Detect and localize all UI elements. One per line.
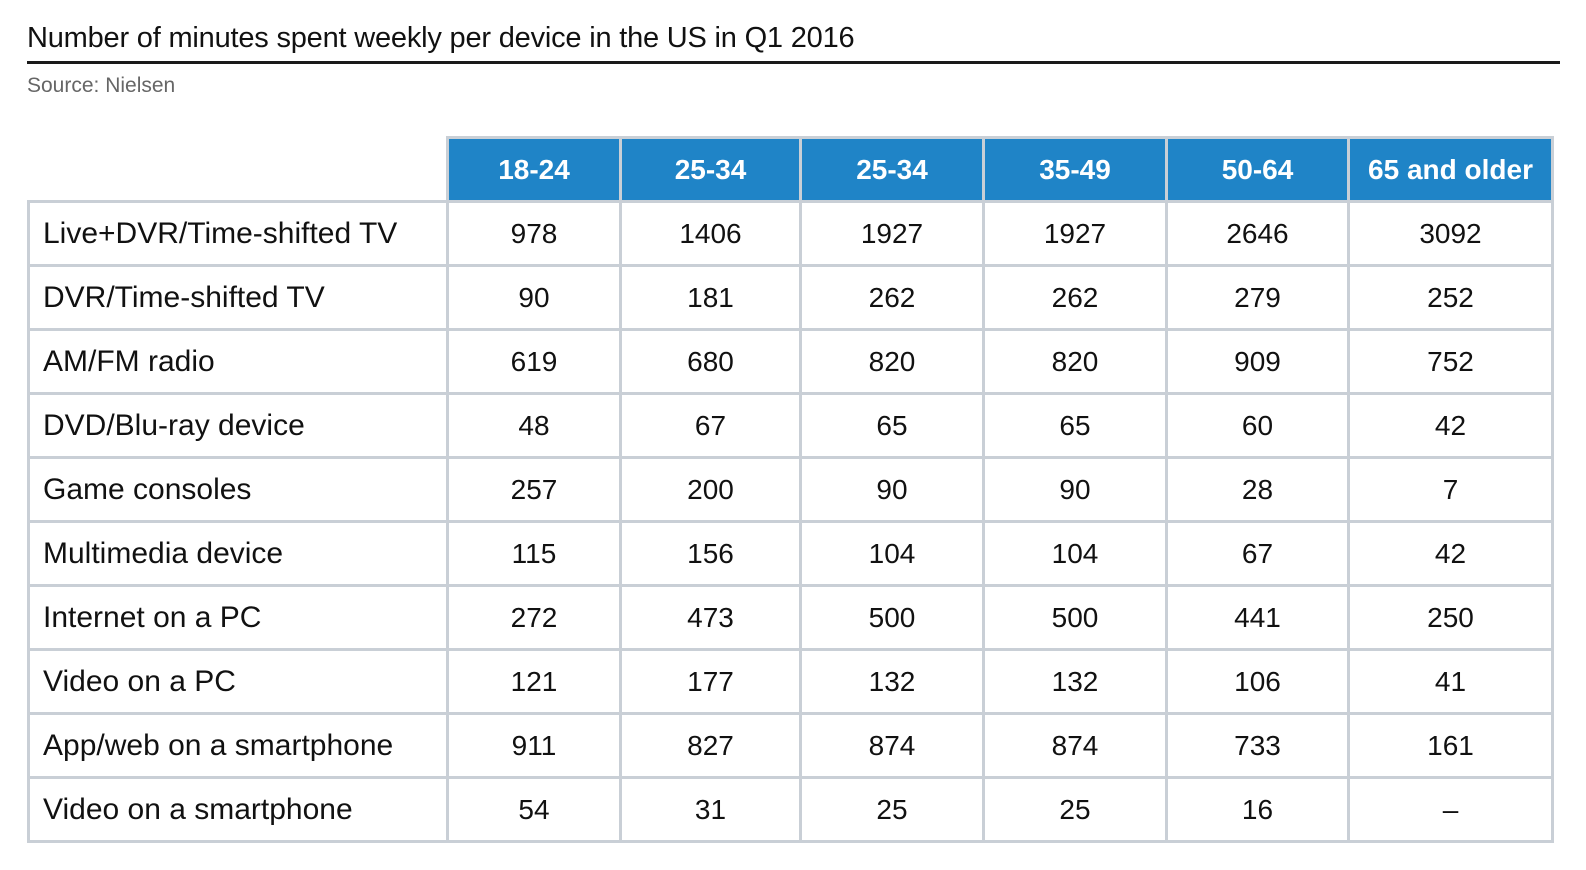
table-cell: 60 <box>1165 392 1350 459</box>
table-cell: 752 <box>1347 328 1554 395</box>
row-label: Video on a PC <box>27 648 449 715</box>
table-cell: 250 <box>1347 584 1554 651</box>
column-header: 50-64 <box>1165 136 1350 203</box>
table-cell: 2646 <box>1165 200 1350 267</box>
table-cell: 121 <box>446 648 622 715</box>
row-label: Internet on a PC <box>27 584 449 651</box>
row-label: Live+DVR/Time-shifted TV <box>27 200 449 267</box>
header-row: 18-24 25-34 25-34 35-49 50-64 65 and old… <box>29 136 1554 203</box>
table-cell: 177 <box>619 648 802 715</box>
table-cell: 262 <box>982 264 1168 331</box>
table-cell: 874 <box>799 712 985 779</box>
table-cell: 54 <box>446 776 622 843</box>
table-cell: 90 <box>982 456 1168 523</box>
table-body: Live+DVR/Time-shifted TV 978 1406 1927 1927 2… <box>27 200 1554 843</box>
column-header: 65 and older <box>1347 136 1554 203</box>
table-cell: 115 <box>446 520 622 587</box>
table-cell: 500 <box>799 584 985 651</box>
table-cell: 156 <box>619 520 802 587</box>
table-cell: 909 <box>1165 328 1350 395</box>
table-cell: 441 <box>1165 584 1350 651</box>
table-cell: 65 <box>982 392 1168 459</box>
table-row: Multimedia device 115 156 104 104 67 42 <box>27 520 1554 587</box>
table-cell: 31 <box>619 776 802 843</box>
table-cell: 104 <box>982 520 1168 587</box>
table-cell: 132 <box>799 648 985 715</box>
row-label: DVD/Blu-ray device <box>27 392 449 459</box>
table-row: Game consoles 257 200 90 90 28 7 <box>27 456 1554 523</box>
column-header: 18-24 <box>446 136 622 203</box>
table-cell: 7 <box>1347 456 1554 523</box>
table-cell: 978 <box>446 200 622 267</box>
row-label: App/web on a smartphone <box>27 712 449 779</box>
column-header: 35-49 <box>982 136 1168 203</box>
table-row: Video on a PC 121 177 132 132 106 41 <box>27 648 1554 715</box>
table-row: App/web on a smartphone 911 827 874 874 733 16… <box>27 712 1554 779</box>
table-cell: 161 <box>1347 712 1554 779</box>
table-cell: 619 <box>446 328 622 395</box>
table-cell: 911 <box>446 712 622 779</box>
table-cell: 42 <box>1347 520 1554 587</box>
table-cell: 90 <box>446 264 622 331</box>
table-row: AM/FM radio 619 680 820 820 909 752 <box>27 328 1554 395</box>
table-cell: 820 <box>982 328 1168 395</box>
table-cell: – <box>1347 776 1554 843</box>
table-cell: 42 <box>1347 392 1554 459</box>
column-header: 25-34 <box>799 136 985 203</box>
table-cell: 257 <box>446 456 622 523</box>
table-cell: 67 <box>619 392 802 459</box>
table-cell: 41 <box>1347 648 1554 715</box>
table-cell: 500 <box>982 584 1168 651</box>
table-cell: 104 <box>799 520 985 587</box>
table-cell: 279 <box>1165 264 1350 331</box>
table-cell: 1927 <box>982 200 1168 267</box>
table-row: Video on a smartphone 54 31 25 25 16– <box>27 776 1554 843</box>
table-row: DVD/Blu-ray device 48 67 65 65 60 42 <box>27 392 1554 459</box>
row-label: AM/FM radio <box>27 328 449 395</box>
table-row: Live+DVR/Time-shifted TV 978 1406 1927 1927 2… <box>27 200 1554 267</box>
table-cell: 25 <box>982 776 1168 843</box>
table-cell: 132 <box>982 648 1168 715</box>
data-table: 18-24 25-34 25-34 35-49 50-64 65 and old… <box>27 136 1554 843</box>
table-cell: 90 <box>799 456 985 523</box>
table-cell: 67 <box>1165 520 1350 587</box>
table-cell: 874 <box>982 712 1168 779</box>
table-cell: 827 <box>619 712 802 779</box>
table-cell: 25 <box>799 776 985 843</box>
table-cell: 262 <box>799 264 985 331</box>
table-cell: 200 <box>619 456 802 523</box>
table-cell: 1927 <box>799 200 985 267</box>
table-cell: 1406 <box>619 200 802 267</box>
table-cell: 680 <box>619 328 802 395</box>
source-note: Source: Nielsen <box>27 74 176 97</box>
table-cell: 106 <box>1165 648 1350 715</box>
table-cell: 252 <box>1347 264 1554 331</box>
row-label: Video on a smartphone <box>27 776 449 843</box>
table-cell: 48 <box>446 392 622 459</box>
header-corner <box>29 138 448 202</box>
table-cell: 181 <box>619 264 802 331</box>
table-cell: 820 <box>799 328 985 395</box>
title-divider <box>27 61 1560 64</box>
table-cell: 733 <box>1165 712 1350 779</box>
table-cell: 3092 <box>1347 200 1554 267</box>
chart-title: Number of minutes spent weekly per devic… <box>27 22 855 54</box>
column-header: 25-34 <box>619 136 802 203</box>
row-label: DVR/Time-shifted TV <box>27 264 449 331</box>
row-label: Multimedia device <box>27 520 449 587</box>
table-cell: 473 <box>619 584 802 651</box>
table-cell: 16 <box>1165 776 1350 843</box>
row-label: Game consoles <box>27 456 449 523</box>
table-row: DVR/Time-shifted TV 90 181 262 262 279 252 <box>27 264 1554 331</box>
table-cell: 272 <box>446 584 622 651</box>
table-row: Internet on a PC 272 473 500 500 441 250 <box>27 584 1554 651</box>
table-cell: 28 <box>1165 456 1350 523</box>
table-cell: 65 <box>799 392 985 459</box>
